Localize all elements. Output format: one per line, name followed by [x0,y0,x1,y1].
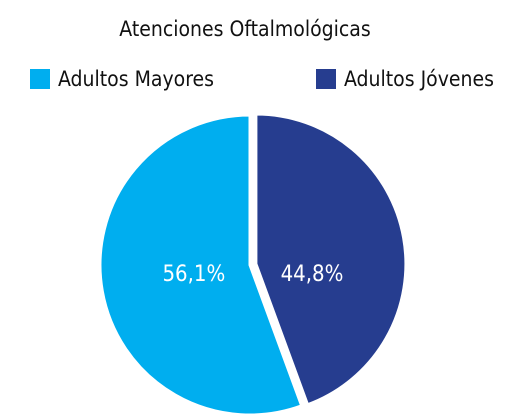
legend-swatch [30,69,50,89]
legend-label: Adultos Mayores [58,67,214,91]
data-label: 44,8% [281,262,344,287]
legend-label: Adultos Jóvenes [344,67,494,91]
chart-title: Atenciones Oftalmológicas [119,17,370,41]
pie-slice [98,113,304,417]
data-label: 56,1% [162,262,225,287]
pie-slice [254,112,408,407]
legend-swatch [316,69,336,89]
